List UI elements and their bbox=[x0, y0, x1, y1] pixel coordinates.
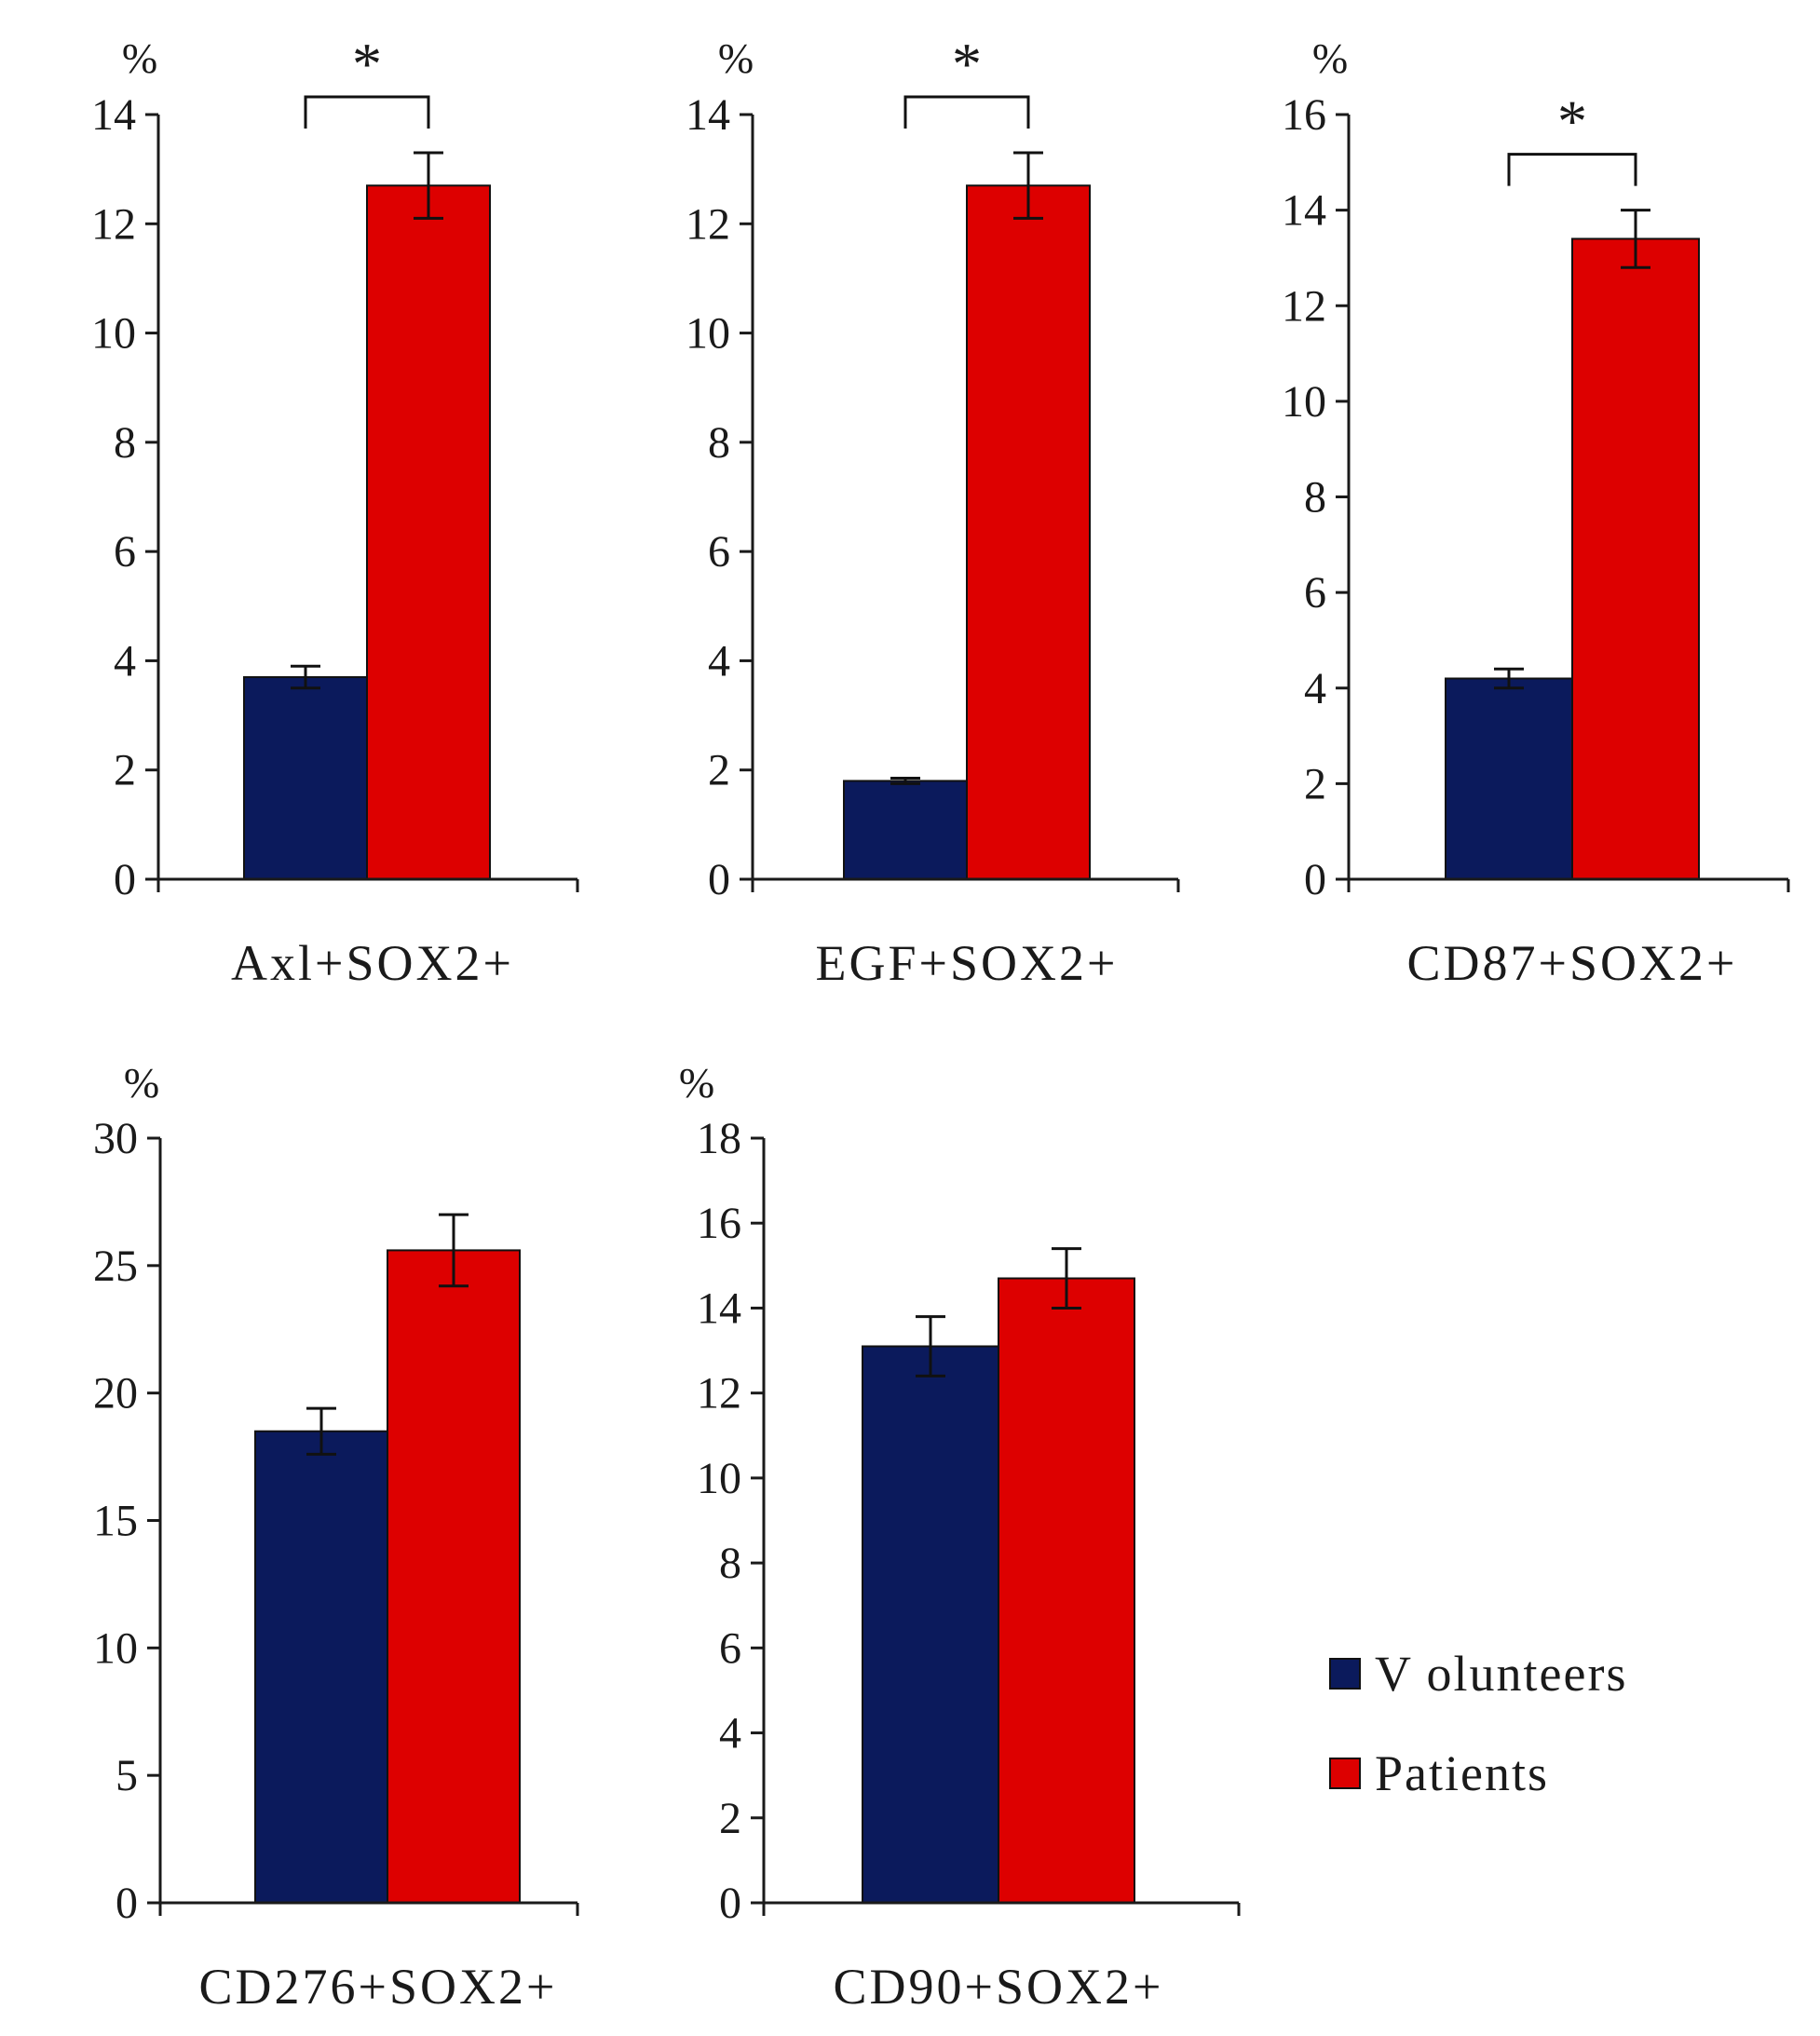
significance-star-axl-sox2: * bbox=[352, 31, 382, 97]
error-bar-cd276-sox2-patients bbox=[439, 1213, 469, 1288]
y-tick-label-cd87-sox2-4: 4 bbox=[1304, 664, 1326, 713]
significance-bracket-cd87-sox2 bbox=[1507, 153, 1637, 186]
y-tick-label-cd90-sox2-10: 10 bbox=[697, 1454, 741, 1503]
error-bar-egf-sox2-volunteers bbox=[890, 777, 920, 785]
error-bar-axl-sox2-volunteers bbox=[291, 664, 320, 690]
chart-egf-sox2: 0 2 4 6 8 10 12 14% EGF+SOX2+ * bbox=[686, 31, 1180, 991]
significance-bracket-egf-sox2 bbox=[903, 95, 1030, 129]
legend-label-volunteers: V olunteers bbox=[1375, 1646, 1627, 1702]
y-tick-label-egf-sox2-10: 10 bbox=[686, 309, 730, 359]
y-tick-label-egf-sox2-2: 2 bbox=[708, 746, 730, 795]
y-unit-label-cd87-sox2: % bbox=[1312, 34, 1348, 82]
y-unit-label-axl-sox2: % bbox=[122, 34, 157, 82]
chart-axl-sox2: 0 2 4 6 8 10 12 14% Axl+SOX2+ * bbox=[91, 31, 579, 991]
y-tick-label-axl-sox2-0: 0 bbox=[114, 855, 136, 904]
y-tick-label-axl-sox2-10: 10 bbox=[91, 309, 136, 359]
y-tick-label-axl-sox2-2: 2 bbox=[114, 746, 136, 795]
y-tick-label-cd90-sox2-14: 14 bbox=[697, 1283, 741, 1333]
significance-star-cd87-sox2: * bbox=[1557, 88, 1587, 155]
y-tick-label-cd90-sox2-16: 16 bbox=[697, 1199, 741, 1248]
y-tick-label-cd276-sox2-20: 20 bbox=[93, 1369, 138, 1418]
chart-panels: 0 2 4 6 8 10 12 14% Axl+SOX2+ * 0 2 4 6 8 10 12 14% EGF+SO… bbox=[91, 31, 1790, 2015]
bar-axl-sox2-patients bbox=[366, 184, 491, 880]
y-tick-label-axl-sox2-4: 4 bbox=[114, 636, 136, 685]
bar-egf-sox2-volunteers bbox=[843, 780, 968, 881]
y-tick-label-cd87-sox2-8: 8 bbox=[1304, 473, 1326, 523]
y-tick-label-cd87-sox2-2: 2 bbox=[1304, 759, 1326, 808]
y-tick-label-cd90-sox2-0: 0 bbox=[719, 1879, 741, 1928]
bar-cd90-sox2-volunteers bbox=[862, 1345, 999, 1904]
bar-cd90-sox2-patients bbox=[998, 1277, 1135, 1905]
y-unit-label-egf-sox2: % bbox=[718, 34, 754, 82]
y-tick-label-cd90-sox2-18: 18 bbox=[697, 1114, 741, 1163]
y-tick-label-axl-sox2-6: 6 bbox=[114, 527, 136, 577]
bar-axl-sox2-volunteers bbox=[243, 676, 368, 880]
x-axis-label-cd90-sox2: CD90+SOX2+ bbox=[834, 1959, 1164, 2015]
error-bar-egf-sox2-patients bbox=[1013, 151, 1043, 220]
y-tick-label-cd276-sox2-30: 30 bbox=[93, 1114, 138, 1163]
y-tick-label-egf-sox2-4: 4 bbox=[708, 636, 730, 685]
error-bar-cd87-sox2-patients bbox=[1621, 209, 1650, 269]
bar-cd276-sox2-volunteers bbox=[254, 1430, 388, 1904]
y-tick-label-cd90-sox2-6: 6 bbox=[719, 1623, 741, 1673]
y-tick-label-cd87-sox2-6: 6 bbox=[1304, 568, 1326, 618]
y-unit-label-cd276-sox2: % bbox=[124, 1059, 159, 1106]
x-axis-label-axl-sox2: Axl+SOX2+ bbox=[231, 935, 514, 991]
y-tick-label-cd90-sox2-8: 8 bbox=[719, 1539, 741, 1588]
y-tick-label-cd87-sox2-10: 10 bbox=[1282, 377, 1326, 427]
x-axis-label-cd87-sox2: CD87+SOX2+ bbox=[1407, 935, 1738, 991]
y-tick-label-cd90-sox2-12: 12 bbox=[697, 1369, 741, 1418]
legend: V olunteers Patients bbox=[1329, 1646, 1627, 1801]
error-bar-cd87-sox2-volunteers bbox=[1494, 667, 1524, 690]
y-tick-label-cd276-sox2-10: 10 bbox=[93, 1623, 138, 1673]
y-tick-label-cd276-sox2-0: 0 bbox=[115, 1879, 138, 1928]
bar-egf-sox2-patients bbox=[966, 184, 1091, 880]
chart-cd276-sox2: 0 5 10 15 20 25 30% CD276+SOX2+ bbox=[93, 1059, 579, 2015]
y-tick-label-cd276-sox2-15: 15 bbox=[93, 1497, 138, 1546]
y-tick-label-cd87-sox2-14: 14 bbox=[1282, 186, 1326, 236]
bar-cd87-sox2-patients bbox=[1571, 238, 1700, 881]
y-tick-label-cd90-sox2-2: 2 bbox=[719, 1794, 741, 1843]
x-axis-label-cd276-sox2: CD276+SOX2+ bbox=[199, 1959, 558, 2015]
y-tick-label-axl-sox2-8: 8 bbox=[114, 418, 136, 468]
legend-swatch-patients bbox=[1329, 1758, 1361, 1789]
bar-cd276-sox2-patients bbox=[387, 1249, 521, 1904]
significance-bracket-axl-sox2 bbox=[304, 95, 430, 129]
legend-swatch-volunteers bbox=[1329, 1658, 1361, 1690]
y-tick-label-egf-sox2-8: 8 bbox=[708, 418, 730, 468]
bar-cd87-sox2-volunteers bbox=[1445, 677, 1573, 880]
y-tick-label-cd90-sox2-4: 4 bbox=[719, 1709, 741, 1758]
y-tick-label-cd87-sox2-12: 12 bbox=[1282, 281, 1326, 331]
y-tick-label-axl-sox2-12: 12 bbox=[91, 199, 136, 249]
y-tick-label-egf-sox2-0: 0 bbox=[708, 855, 730, 904]
significance-star-egf-sox2: * bbox=[952, 31, 982, 97]
y-unit-label-cd90-sox2: % bbox=[679, 1059, 714, 1106]
y-tick-label-cd276-sox2-25: 25 bbox=[93, 1242, 138, 1291]
error-bar-cd276-sox2-volunteers bbox=[306, 1406, 336, 1456]
error-bar-cd90-sox2-volunteers bbox=[916, 1315, 945, 1378]
y-tick-label-egf-sox2-12: 12 bbox=[686, 199, 730, 249]
y-tick-label-egf-sox2-6: 6 bbox=[708, 527, 730, 577]
error-bar-cd90-sox2-patients bbox=[1052, 1247, 1081, 1310]
x-axis-label-egf-sox2: EGF+SOX2+ bbox=[816, 935, 1119, 991]
legend-label-patients: Patients bbox=[1375, 1745, 1549, 1801]
y-tick-label-cd87-sox2-0: 0 bbox=[1304, 855, 1326, 904]
y-tick-label-cd276-sox2-5: 5 bbox=[115, 1751, 138, 1800]
chart-cd87-sox2: 0 2 4 6 8 10 12 14 16% CD87+SOX2+ * bbox=[1282, 34, 1790, 991]
y-tick-label-axl-sox2-14: 14 bbox=[91, 90, 136, 140]
y-tick-label-cd87-sox2-16: 16 bbox=[1282, 90, 1326, 140]
error-bar-axl-sox2-patients bbox=[414, 151, 443, 220]
chart-cd90-sox2: 0 2 4 6 8 10 12 14 16 18% CD90+SOX2+ bbox=[679, 1059, 1241, 2015]
y-tick-label-egf-sox2-14: 14 bbox=[686, 90, 730, 140]
